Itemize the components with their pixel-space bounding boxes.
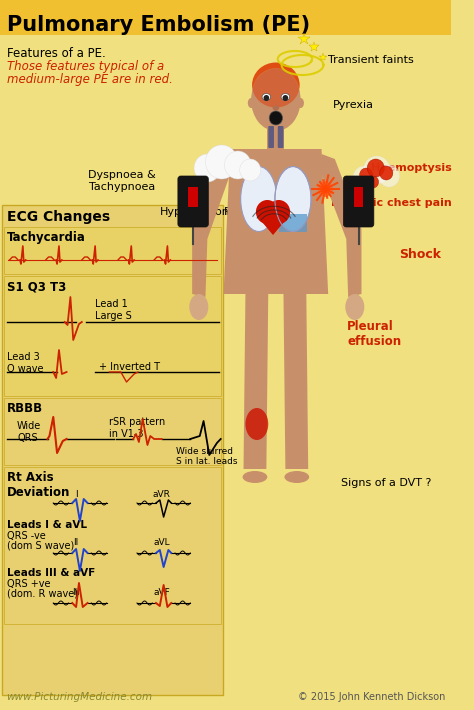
Text: ↑ HR: ↑ HR	[266, 278, 295, 288]
Ellipse shape	[241, 167, 277, 231]
Text: Features of a PE.: Features of a PE.	[7, 47, 105, 60]
Circle shape	[194, 154, 221, 182]
Text: Those features typical of a: Those features typical of a	[7, 60, 164, 73]
Text: © 2015 John Kenneth Dickson: © 2015 John Kenneth Dickson	[298, 692, 445, 702]
FancyBboxPatch shape	[4, 467, 221, 624]
Ellipse shape	[281, 94, 290, 101]
Circle shape	[256, 200, 279, 224]
Text: aVF: aVF	[154, 588, 170, 597]
Circle shape	[379, 165, 400, 187]
FancyBboxPatch shape	[267, 127, 284, 149]
FancyBboxPatch shape	[188, 187, 198, 207]
Circle shape	[205, 145, 238, 179]
Text: + Inverted T: + Inverted T	[99, 362, 160, 372]
Text: aVR: aVR	[153, 490, 171, 499]
Circle shape	[264, 95, 269, 101]
Circle shape	[380, 166, 393, 180]
Polygon shape	[321, 154, 362, 297]
Text: QRS +ve: QRS +ve	[7, 579, 50, 589]
Circle shape	[283, 95, 288, 101]
Ellipse shape	[251, 69, 301, 131]
Text: Wide
QRS: Wide QRS	[17, 421, 41, 442]
Ellipse shape	[346, 294, 365, 320]
Text: QRS -ve: QRS -ve	[7, 531, 46, 541]
Text: Pleuritic chest pain: Pleuritic chest pain	[331, 198, 452, 208]
Ellipse shape	[275, 167, 311, 231]
Text: RBBB: RBBB	[7, 402, 43, 415]
FancyBboxPatch shape	[0, 0, 451, 35]
Text: Rt Axis
Deviation: Rt Axis Deviation	[7, 471, 70, 499]
Circle shape	[225, 151, 251, 179]
Ellipse shape	[248, 98, 255, 108]
Circle shape	[353, 166, 376, 190]
Text: Pulmonary Embolism (PE): Pulmonary Embolism (PE)	[7, 15, 310, 35]
Circle shape	[318, 181, 333, 197]
Ellipse shape	[189, 294, 209, 320]
FancyBboxPatch shape	[178, 176, 209, 227]
Text: (dom S wave): (dom S wave)	[7, 541, 74, 551]
Text: I: I	[75, 490, 77, 499]
Text: medium-large PE are in red.: medium-large PE are in red.	[7, 73, 173, 86]
Text: Leads I & aVL: Leads I & aVL	[7, 520, 87, 530]
Text: Haemoptysis: Haemoptysis	[371, 163, 452, 173]
Text: ECG Changes: ECG Changes	[7, 210, 110, 224]
Text: Dyspnoea &
Tachypnoea: Dyspnoea & Tachypnoea	[88, 170, 155, 192]
Text: Leads III & aVF: Leads III & aVF	[7, 568, 95, 578]
Text: (dom. R wave): (dom. R wave)	[7, 589, 78, 599]
FancyBboxPatch shape	[278, 126, 283, 148]
Text: Transient faints: Transient faints	[328, 55, 414, 65]
Ellipse shape	[269, 111, 283, 125]
Circle shape	[367, 159, 384, 177]
Text: rSR pattern
in V1-3: rSR pattern in V1-3	[109, 417, 165, 439]
Text: Tachycardia: Tachycardia	[7, 231, 85, 244]
Ellipse shape	[297, 98, 304, 108]
Text: Shock: Shock	[400, 248, 442, 261]
FancyBboxPatch shape	[4, 398, 221, 465]
Circle shape	[267, 200, 290, 224]
Ellipse shape	[262, 94, 271, 101]
Text: aVL: aVL	[154, 538, 170, 547]
Text: III: III	[72, 588, 80, 597]
Polygon shape	[224, 149, 328, 294]
Ellipse shape	[284, 471, 309, 483]
Ellipse shape	[273, 106, 279, 111]
Text: Pyrexia: Pyrexia	[333, 100, 374, 110]
FancyBboxPatch shape	[354, 187, 364, 207]
Text: Signs of a DVT ?: Signs of a DVT ?	[340, 478, 431, 488]
Text: II: II	[73, 538, 79, 547]
Text: Lead 3
Q wave: Lead 3 Q wave	[7, 352, 43, 373]
Text: S1 Q3 T3: S1 Q3 T3	[7, 280, 66, 293]
Text: Wide slurred
S in lat. leads: Wide slurred S in lat. leads	[176, 447, 237, 466]
Polygon shape	[192, 154, 230, 297]
Ellipse shape	[243, 471, 267, 483]
Text: Hypotension: Hypotension	[160, 207, 230, 217]
Text: www.PicturingMedicine.com: www.PicturingMedicine.com	[6, 692, 152, 702]
Circle shape	[360, 168, 373, 182]
Polygon shape	[244, 294, 268, 469]
Ellipse shape	[246, 408, 268, 440]
Polygon shape	[258, 217, 288, 235]
FancyBboxPatch shape	[4, 276, 221, 396]
FancyBboxPatch shape	[343, 176, 374, 227]
Ellipse shape	[252, 62, 300, 107]
Text: Pleural
effusion: Pleural effusion	[347, 320, 401, 348]
Ellipse shape	[252, 68, 300, 118]
Circle shape	[240, 159, 261, 181]
Text: Raised
JVP: Raised JVP	[224, 207, 261, 229]
Circle shape	[367, 176, 379, 188]
Text: Lead 1
Large S: Lead 1 Large S	[95, 299, 132, 321]
FancyBboxPatch shape	[268, 126, 274, 148]
Circle shape	[364, 156, 390, 184]
FancyBboxPatch shape	[2, 205, 223, 695]
Polygon shape	[279, 214, 307, 232]
FancyBboxPatch shape	[4, 227, 221, 274]
Polygon shape	[283, 294, 308, 469]
